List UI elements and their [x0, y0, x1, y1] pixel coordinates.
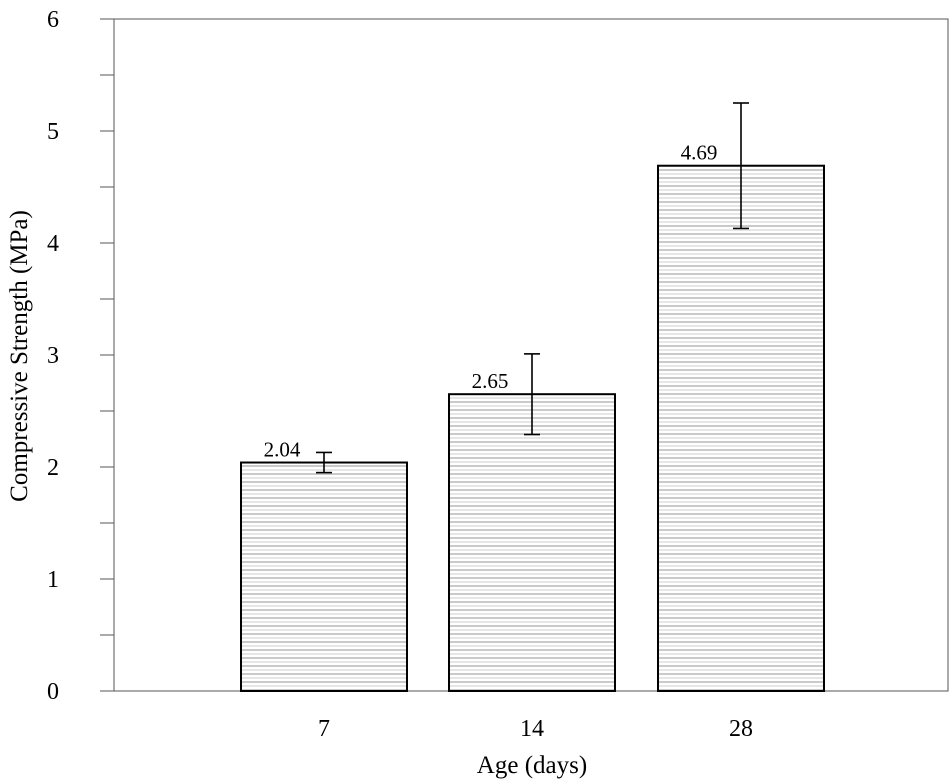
x-tick-label: 28	[729, 716, 753, 742]
data-label: 2.04	[264, 438, 301, 462]
bar	[240, 461, 408, 692]
x-axis-title: Age (days)	[477, 752, 587, 779]
y-tick-label: 0	[47, 679, 59, 705]
bar	[657, 164, 825, 693]
y-axis-ticks	[100, 18, 114, 692]
y-tick-label: 2	[47, 455, 59, 481]
data-label: 2.65	[472, 369, 509, 393]
y-tick-label: 1	[47, 567, 59, 593]
x-tick-label: 14	[520, 716, 544, 742]
x-tick-label: 7	[318, 716, 330, 742]
bar	[448, 393, 616, 692]
data-labels: 2.04 2.65 4.69	[264, 141, 718, 462]
y-tick-labels: 0 1 2 3 4 5 6	[47, 7, 59, 705]
data-label: 4.69	[681, 141, 718, 165]
y-tick-label: 3	[47, 343, 59, 369]
y-tick-label: 5	[47, 119, 59, 145]
x-tick-labels: 7 14 28	[318, 716, 753, 742]
y-tick-label: 6	[47, 7, 59, 33]
y-axis-title: Compressive Strength (MPa)	[6, 210, 33, 502]
y-tick-label: 4	[47, 231, 59, 257]
error-bars-layer	[316, 102, 749, 474]
